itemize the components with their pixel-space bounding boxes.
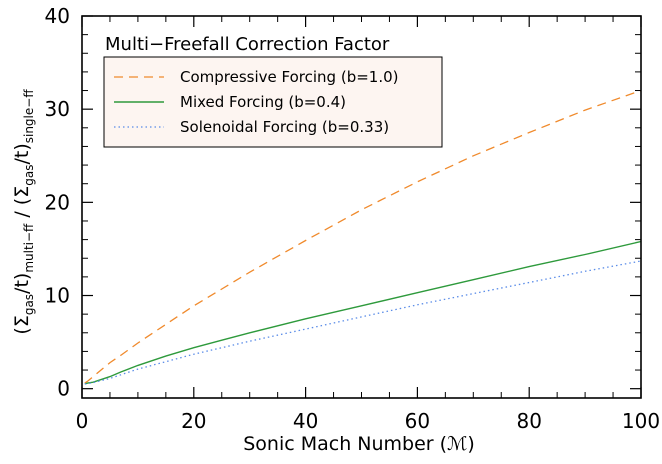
x-axis-label: Sonic Mach Number (ℳ) [243, 433, 475, 455]
legend: Multi−Freefall Correction Factor Compres… [103, 34, 443, 148]
y-label-sub: single−ff [22, 89, 36, 144]
y-label-sub: gas [22, 294, 36, 315]
y-tick-label: 0 [57, 377, 70, 401]
x-tick-label: 100 [622, 409, 660, 433]
series-line-2 [84, 260, 642, 385]
legend-label-0: Compressive Forcing (b=1.0) [180, 68, 399, 86]
y-label-part: /t) [11, 273, 33, 294]
series-line-0 [84, 89, 642, 384]
series-line-1 [84, 240, 642, 385]
y-label-sub: multi−ff [22, 223, 36, 273]
axes: 0 20 40 60 80 100 0 10 20 30 40 [45, 4, 661, 433]
y-tick-label: 30 [45, 97, 70, 121]
x-tick-label: 60 [405, 409, 430, 433]
y-label-part: / (Σ [11, 186, 33, 224]
y-tick-label: 40 [45, 4, 70, 28]
x-tick-label: 0 [76, 409, 89, 433]
y-label-sub: gas [22, 165, 36, 186]
y-label-part: /t) [11, 143, 33, 164]
legend-label-2: Solenoidal Forcing (b=0.33) [180, 118, 389, 136]
y-tick-label: 10 [45, 284, 70, 308]
y-label-part: (Σ [11, 315, 33, 334]
x-tick-label: 40 [293, 409, 318, 433]
y-tick-label: 20 [45, 190, 70, 214]
y-axis-label: (Σgas/t)multi−ff / (Σgas/t)single−ff [11, 89, 36, 335]
legend-label-1: Mixed Forcing (b=0.4) [180, 93, 346, 111]
legend-title: Multi−Freefall Correction Factor [105, 34, 390, 55]
x-tick-label: 20 [181, 409, 206, 433]
x-tick-label: 80 [516, 409, 541, 433]
plot-area [84, 89, 642, 385]
